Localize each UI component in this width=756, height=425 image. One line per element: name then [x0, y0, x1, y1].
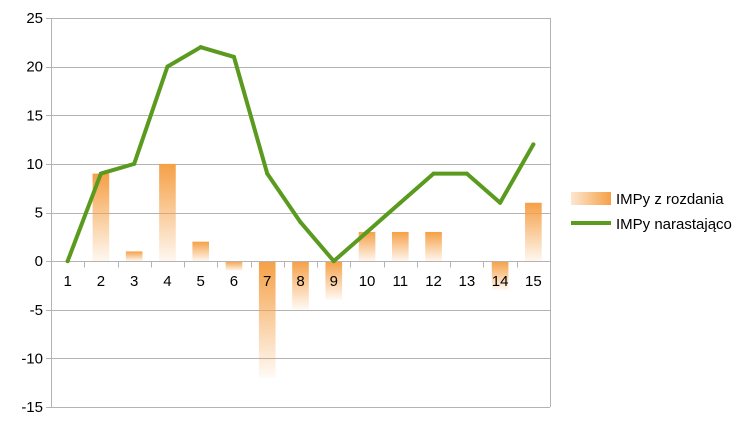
line-point	[231, 54, 236, 59]
x-tick-label: 6	[230, 273, 238, 290]
line-point	[98, 171, 103, 176]
line-point	[431, 171, 436, 176]
legend-item-bar: IMPy z rozdania	[571, 191, 724, 208]
y-tick-label: 25	[26, 10, 43, 27]
bar	[292, 261, 309, 310]
bar	[325, 261, 343, 301]
x-tick-label: 7	[263, 273, 271, 290]
line-path	[65, 45, 536, 264]
line-point	[165, 64, 170, 69]
line-series	[65, 45, 536, 264]
bar	[258, 261, 276, 378]
axes	[46, 18, 551, 408]
x-tick-label: 10	[359, 273, 376, 290]
x-tick-label: 11	[393, 273, 409, 290]
x-tick-label: 9	[330, 273, 338, 290]
bar	[491, 261, 509, 291]
bar	[125, 251, 143, 262]
legend-label-bar: IMPy z rozdania	[616, 191, 724, 208]
line-point	[265, 171, 270, 176]
y-tick-label: 0	[35, 253, 43, 270]
line-point	[531, 142, 536, 147]
y-tick-label: 5	[35, 205, 43, 222]
line-point	[398, 200, 403, 205]
y-tick-label: -10	[21, 350, 43, 367]
bar	[358, 231, 376, 262]
line-point	[331, 259, 336, 264]
x-tick-label: 15	[525, 273, 542, 290]
grid-lines	[51, 18, 550, 408]
line-point	[464, 171, 469, 176]
line-point	[298, 220, 303, 225]
y-tick-labels: -15 -10 -5 0 5 10 15 20 25	[21, 10, 43, 416]
legend-label-line: IMPy narastająco	[616, 216, 732, 233]
x-tick-label: 8	[296, 273, 304, 290]
x-tick-label: 2	[97, 273, 105, 290]
y-tick-label: 20	[26, 59, 43, 76]
x-tick-label: 12	[425, 273, 442, 290]
line-point	[65, 259, 70, 264]
legend-swatch-bar	[571, 192, 611, 205]
bar	[225, 261, 243, 271]
x-tick-label: 1	[63, 273, 71, 290]
bar	[525, 202, 542, 262]
legend: IMPy z rozdania IMPy narastająco	[571, 191, 732, 233]
y-tick-label: -15	[21, 399, 43, 416]
legend-item-line: IMPy narastająco	[571, 216, 732, 233]
line-point	[132, 161, 137, 166]
y-tick-label: 10	[26, 156, 43, 173]
bar	[425, 231, 442, 262]
x-tick-label: 14	[492, 273, 509, 290]
x-tick-labels: 1 2 3 4 5 6 7 8 9 10 11 12 13 14 15	[63, 273, 541, 290]
line-point	[365, 229, 370, 234]
x-tick-label: 5	[197, 273, 205, 290]
bar-series	[92, 163, 542, 378]
bar	[391, 231, 409, 262]
line-point	[198, 45, 203, 50]
bar	[92, 173, 110, 262]
x-tick-label: 3	[130, 273, 138, 290]
y-tick-label: -5	[30, 302, 43, 319]
y-tick-label: 15	[26, 107, 43, 124]
line-point	[498, 200, 503, 205]
bar	[159, 163, 176, 262]
x-tick-label: 13	[458, 273, 475, 290]
bar	[192, 241, 210, 262]
x-tick-label: 4	[163, 273, 171, 290]
